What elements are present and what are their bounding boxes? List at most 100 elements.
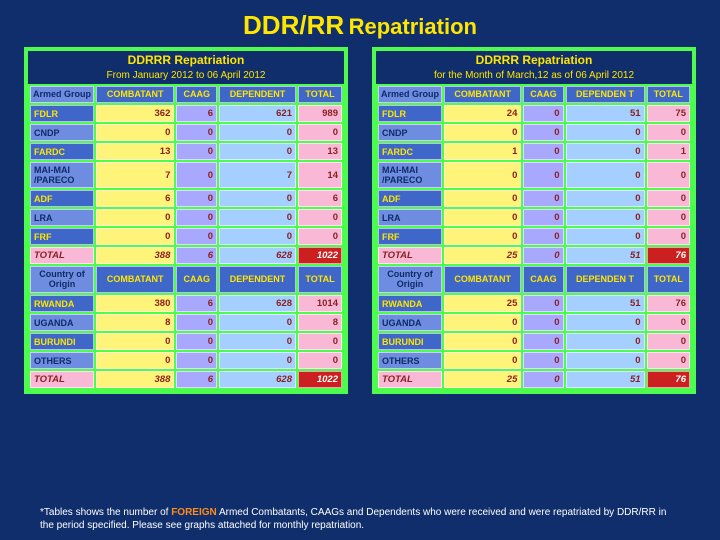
cell: 0 xyxy=(523,143,563,160)
cell: 0 xyxy=(647,190,690,207)
cell: 0 xyxy=(219,124,296,141)
cell: 628 xyxy=(219,295,296,312)
cell: 0 xyxy=(219,352,296,369)
total-cell: 51 xyxy=(566,247,645,264)
total-cell: 25 xyxy=(444,371,521,388)
col-header: COMBATANT xyxy=(96,86,174,103)
row-label: UGANDA xyxy=(378,314,442,331)
cell: 0 xyxy=(176,333,217,350)
cell: 0 xyxy=(176,352,217,369)
row-label: LRA xyxy=(30,209,94,226)
row-label: ADF xyxy=(378,190,442,207)
cell: 0 xyxy=(219,314,296,331)
cell: 8 xyxy=(298,314,342,331)
cell: 0 xyxy=(523,228,563,245)
row-label: CNDP xyxy=(378,124,442,141)
row-label: FRF xyxy=(30,228,94,245)
row-label: LRA xyxy=(378,209,442,226)
cell: 0 xyxy=(96,352,174,369)
row-label: BURUNDI xyxy=(30,333,94,350)
col-header: Country of Origin xyxy=(30,266,94,293)
foot-a: *Tables shows the number of xyxy=(40,507,171,518)
cell: 76 xyxy=(647,295,690,312)
page-title: DDR/RR Repatriation xyxy=(0,0,720,47)
cell: 0 xyxy=(219,143,296,160)
cell: 0 xyxy=(566,143,645,160)
panels-row: DDRRR Repatriation From January 2012 to … xyxy=(0,47,720,394)
total-cell: 1022 xyxy=(298,371,342,388)
cell: 0 xyxy=(647,209,690,226)
row-label: OTHERS xyxy=(30,352,94,369)
cell: 0 xyxy=(523,314,563,331)
cell: 0 xyxy=(566,352,645,369)
panel-right: DDRRR Repatriation for the Month of Marc… xyxy=(372,47,696,394)
total-label: TOTAL xyxy=(378,247,442,264)
cell: 0 xyxy=(176,143,217,160)
total-cell: 628 xyxy=(219,247,296,264)
row-label: FARDC xyxy=(30,143,94,160)
cell: 0 xyxy=(298,352,342,369)
total-label: TOTAL xyxy=(378,371,442,388)
cell: 1 xyxy=(444,143,521,160)
cell: 6 xyxy=(176,295,217,312)
row-label: ADF xyxy=(30,190,94,207)
cell: 0 xyxy=(523,295,563,312)
cell: 0 xyxy=(647,162,690,188)
col-header: COMBATANT xyxy=(96,266,174,293)
cell: 8 xyxy=(96,314,174,331)
cell: 7 xyxy=(96,162,174,188)
left-head: DDRRR Repatriation xyxy=(28,51,344,69)
col-header: DEPENDENT xyxy=(219,266,296,293)
cell: 0 xyxy=(298,333,342,350)
cell: 25 xyxy=(444,295,521,312)
right-head: DDRRR Repatriation xyxy=(376,51,692,69)
total-label: TOTAL xyxy=(30,371,94,388)
total-cell: 76 xyxy=(647,371,690,388)
right-sub: for the Month of March,12 as of 06 April… xyxy=(376,69,692,84)
col-header: Armed Group xyxy=(30,86,94,103)
cell: 75 xyxy=(647,105,690,122)
total-cell: 388 xyxy=(96,247,174,264)
left-table: Armed GroupCOMBATANTCAAGDEPENDENTTOTALFD… xyxy=(28,84,344,390)
col-header: COMBATANT xyxy=(444,86,521,103)
col-header: DEPENDEN T xyxy=(566,86,645,103)
col-header: COMBATANT xyxy=(444,266,521,293)
cell: 13 xyxy=(96,143,174,160)
cell: 0 xyxy=(444,228,521,245)
row-label: MAI-MAI /PARECO xyxy=(378,162,442,188)
cell: 0 xyxy=(219,209,296,226)
total-cell: 1022 xyxy=(298,247,342,264)
row-label: RWANDA xyxy=(378,295,442,312)
cell: 0 xyxy=(298,209,342,226)
cell: 51 xyxy=(566,295,645,312)
row-label: FDLR xyxy=(30,105,94,122)
cell: 0 xyxy=(176,228,217,245)
total-cell: 76 xyxy=(647,247,690,264)
total-cell: 628 xyxy=(219,371,296,388)
total-cell: 6 xyxy=(176,371,217,388)
cell: 621 xyxy=(219,105,296,122)
foot-b: FOREIGN xyxy=(171,507,217,518)
cell: 0 xyxy=(647,352,690,369)
cell: 0 xyxy=(647,333,690,350)
row-label: CNDP xyxy=(30,124,94,141)
cell: 0 xyxy=(523,209,563,226)
row-label: RWANDA xyxy=(30,295,94,312)
cell: 0 xyxy=(523,352,563,369)
cell: 362 xyxy=(96,105,174,122)
cell: 0 xyxy=(444,333,521,350)
cell: 0 xyxy=(566,228,645,245)
cell: 0 xyxy=(647,124,690,141)
row-label: BURUNDI xyxy=(378,333,442,350)
row-label: FARDC xyxy=(378,143,442,160)
cell: 0 xyxy=(176,314,217,331)
total-cell: 25 xyxy=(444,247,521,264)
col-header: CAAG xyxy=(176,266,217,293)
footnote: *Tables shows the number of FOREIGN Arme… xyxy=(40,507,680,532)
cell: 6 xyxy=(298,190,342,207)
row-label: MAI-MAI /PARECO xyxy=(30,162,94,188)
cell: 0 xyxy=(176,209,217,226)
cell: 0 xyxy=(566,190,645,207)
cell: 0 xyxy=(444,352,521,369)
cell: 0 xyxy=(647,314,690,331)
